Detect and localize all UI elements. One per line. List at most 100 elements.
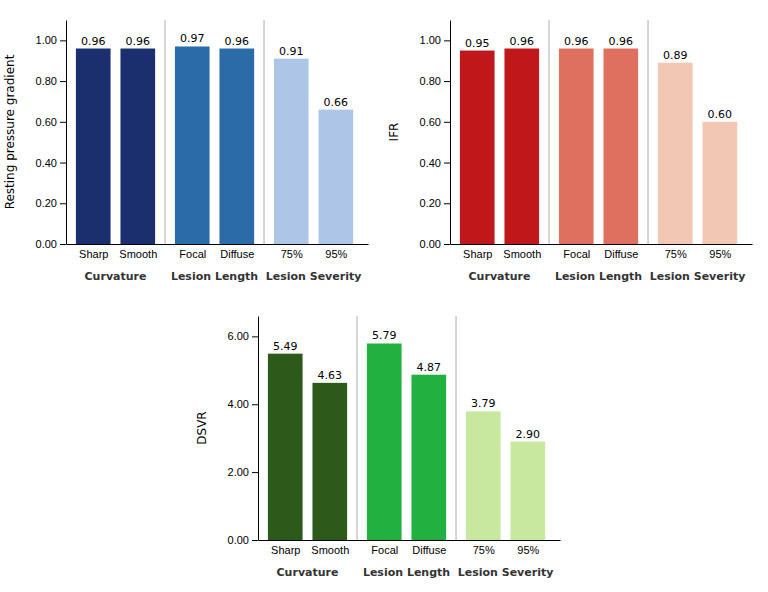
group-label: Curvature [85,270,147,283]
data-label: 0.96 [81,35,106,48]
x-tick: Smooth [503,248,541,260]
bar [603,49,638,244]
x-tick: 75% [473,544,495,556]
x-tick-label: 95% [325,248,347,260]
bar [411,375,446,540]
data-label: 0.60 [708,108,733,121]
bar [76,49,111,244]
x-axis-line [259,540,561,541]
x-tick-label: Diffuse [220,248,254,260]
x-tick: 75% [665,248,687,260]
y-axis-title: Resting pressure gradient [3,54,17,209]
data-label: 5.49 [273,340,298,353]
bar [510,442,545,540]
y-tick-mark [252,404,258,405]
y-tick-mark [444,81,450,82]
y-axis: 0.002.004.006.00 [228,317,259,547]
bars [460,49,737,244]
y-tick-mark [444,122,450,123]
data-label: 0.97 [180,32,205,45]
y-tick-label: 0.80 [36,75,57,87]
data-label: 0.96 [225,35,250,48]
y-tick-label: 0.40 [420,157,441,169]
group-label: Curvature [469,270,531,283]
data-label: 4.63 [318,369,343,382]
bar [466,411,501,540]
y-tick: 0.80 [36,75,66,87]
chart-canvas: 0.96 0.96 0.97 0.96 0.91 0.66 0.00 0.20 0.40 0.60… [0,0,768,592]
x-tick-label: Smooth [503,248,541,260]
dividers [165,20,264,244]
y-tick-mark [60,122,66,123]
group-label: Lesion Severity [458,566,554,579]
panel: 0.960.960.970.960.910.660.000.200.400.60… [3,20,369,283]
x-tick: Diffuse [220,248,254,260]
bar [219,49,254,244]
y-tick-label: 0.20 [36,197,57,209]
y-tick-mark [252,472,258,473]
group-label: Lesion Length [363,566,450,579]
y-tick-mark [60,163,66,164]
y-tick-label: 1.00 [36,34,57,46]
x-tick-label: Focal [179,248,206,260]
dividers [549,20,648,244]
y-axis: 0.000.200.400.600.801.00 [420,21,451,251]
x-tick-label: 95% [517,544,539,556]
bar [175,46,210,244]
y-tick: 1.00 [36,34,66,46]
data-label: 5.79 [372,329,397,342]
bars [76,46,353,244]
x-axis-line [67,244,369,245]
y-tick-mark [252,540,258,541]
y-tick: 0.20 [420,197,450,209]
y-tick-label: 0.00 [228,534,249,546]
bar [702,122,737,244]
y-tick: 1.00 [420,34,450,46]
y-tick: 0.60 [36,116,66,128]
bar [658,63,693,244]
x-tick: Focal [563,248,590,260]
y-tick-label: 0.00 [36,238,57,250]
bar [559,49,594,244]
data-label: 0.91 [279,45,304,58]
y-tick-label: 0.20 [420,197,441,209]
bar [268,354,303,540]
data-label: 3.79 [471,397,496,410]
x-tick: Sharp [271,544,300,556]
x-axis-line [451,244,753,245]
x-tick-label: Sharp [79,248,108,260]
y-tick-mark [252,336,258,337]
group-divider [456,316,457,540]
x-tick-label: Diffuse [412,544,446,556]
x-axis: SharpSmoothFocalDiffuse75%95% [67,245,369,260]
y-tick: 4.00 [228,398,258,410]
bar [504,49,539,244]
y-tick-mark [444,244,450,245]
y-tick: 6.00 [228,330,258,342]
x-tick: 95% [325,248,347,260]
y-tick-mark [60,81,66,82]
y-tick: 0.80 [420,75,450,87]
data-label: 0.66 [324,96,349,109]
group-labels: CurvatureLesion LengthLesion Severity [277,566,554,579]
x-tick: 95% [517,544,539,556]
x-tick-label: Smooth [311,544,349,556]
y-tick-mark [60,203,66,204]
y-tick: 0.40 [420,157,450,169]
y-tick-label: 0.00 [420,238,441,250]
y-tick: 0.00 [228,534,258,546]
bar [367,343,402,540]
data-label: 2.90 [516,428,541,441]
data-label: 0.96 [564,35,589,48]
data-label: 0.96 [510,35,534,48]
y-axis-title: IFR [387,123,401,142]
y-tick-mark [444,203,450,204]
data-label: 0.95 [465,37,490,50]
group-divider [165,20,166,244]
x-tick: 95% [709,248,731,260]
y-axis-line [66,21,67,245]
dividers [357,316,456,540]
group-divider [264,20,265,244]
x-tick-label: 75% [281,248,303,260]
x-axis: SharpSmoothFocalDiffuse75%95% [451,245,753,260]
